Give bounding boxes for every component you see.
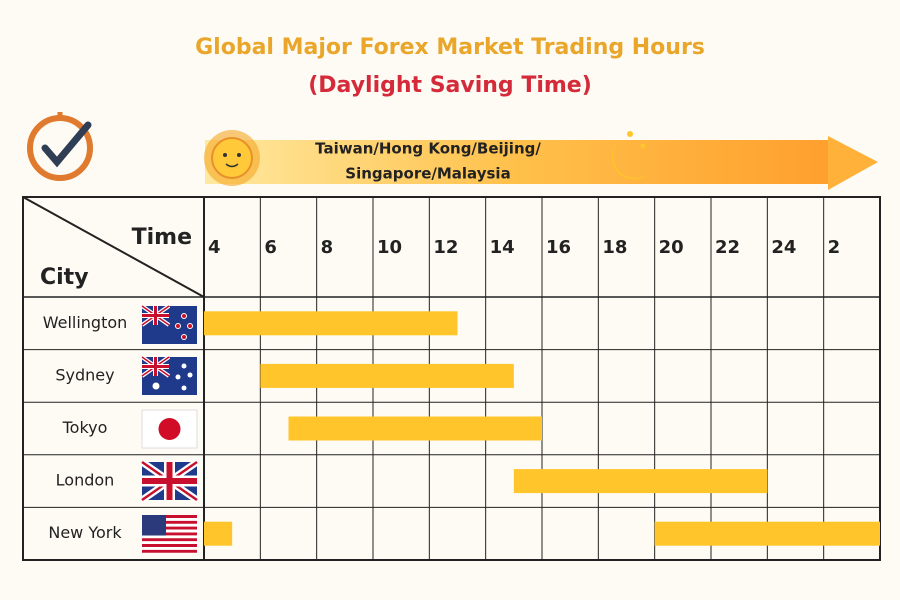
flag-new-zealand: [140, 304, 197, 344]
flag-uk: [140, 459, 199, 503]
range-bar: [654, 521, 880, 546]
range-bar: [288, 416, 542, 441]
y-tick-label: Sydney: [55, 365, 114, 384]
chart-title: Global Major Forex Market Trading Hours: [195, 35, 705, 60]
flag-japan: [141, 409, 198, 449]
range-bar: [513, 469, 768, 494]
time-arrow: [205, 136, 878, 190]
header-diagonal: [22, 196, 205, 298]
y-tick-label: London: [56, 471, 115, 490]
grid: 4 6 8 10 12 14 16 18 20 22 24 2 Wellington Sydney Toky…: [23, 197, 880, 560]
bars: [204, 311, 880, 546]
x-tick-label: 12: [433, 237, 458, 258]
range-bar: [260, 363, 514, 388]
x-tick-label: 6: [264, 237, 277, 258]
x-tick-label: 2: [828, 237, 841, 258]
chart-subtitle: (Daylight Saving Time): [308, 73, 592, 98]
x-header: Time: [132, 225, 192, 250]
flag-usa: [142, 515, 197, 553]
y-header: City: [40, 265, 89, 290]
range-bar: [204, 521, 233, 546]
x-tick-label: 10: [377, 237, 402, 258]
banner-text: Singapore/Malaysia: [345, 165, 510, 183]
y-tick-label: Wellington: [43, 313, 128, 332]
x-tick-label: 4: [208, 237, 221, 258]
x-tick-label: 8: [321, 237, 334, 258]
y-tick-label: New York: [48, 523, 122, 542]
moon-icon: [611, 131, 650, 180]
y-tick-label: Tokyo: [62, 418, 108, 437]
flag-australia: [140, 355, 197, 395]
x-tick-label: 14: [490, 237, 515, 258]
x-tick-label: 22: [715, 237, 740, 258]
clock-icon: [27, 112, 93, 181]
sun-icon: [204, 130, 260, 186]
x-tick-label: 18: [602, 237, 627, 258]
banner-text: Taiwan/Hong Kong/Beijing/: [315, 140, 541, 158]
range-bar: [204, 311, 458, 336]
x-tick-label: 16: [546, 237, 571, 258]
x-tick-label: 20: [659, 237, 684, 258]
x-tick-label: 24: [771, 237, 796, 258]
